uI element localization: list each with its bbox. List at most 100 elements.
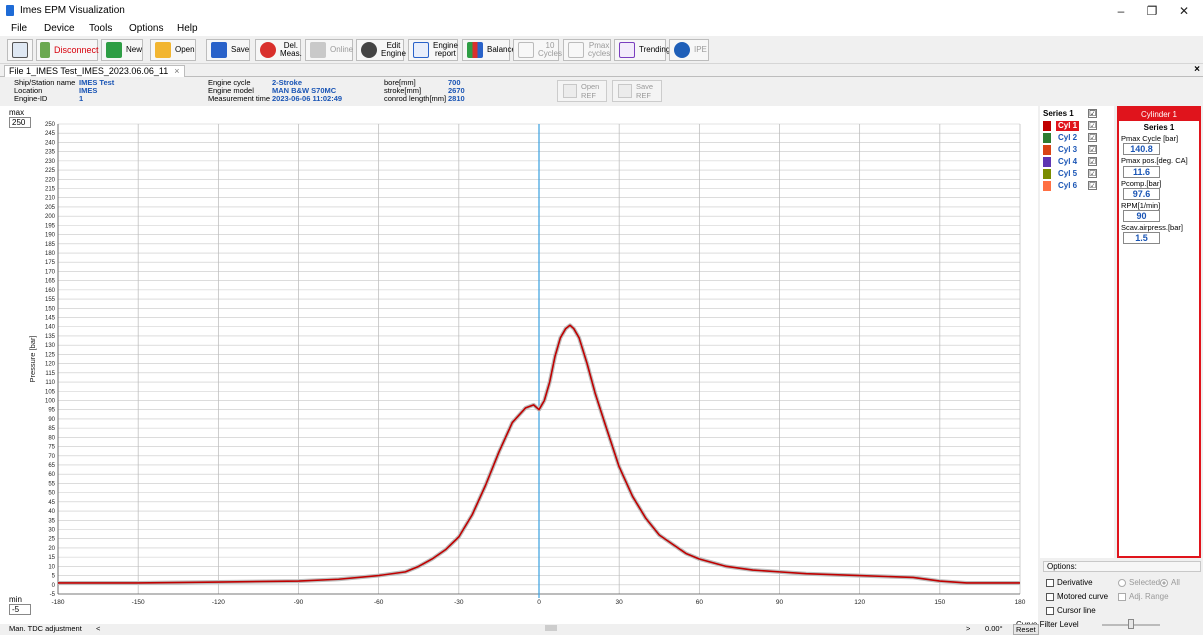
scav-label: Scav.airpress.[bar] [1121, 223, 1183, 232]
tdc-degree: 0.00° [985, 624, 1003, 633]
series-item[interactable]: Cyl 3 ☑ [1040, 145, 1114, 155]
series-item-checkbox[interactable]: ☑ [1088, 169, 1097, 178]
scroll-right-arrow[interactable]: > [966, 624, 971, 633]
y-tick-label: 80 [48, 435, 55, 441]
y-tick-label: 205 [45, 205, 56, 211]
open-button[interactable]: Open [150, 39, 196, 61]
series-name[interactable]: Cyl 4 [1058, 157, 1078, 166]
series-item[interactable]: Cyl 5 ☑ [1040, 169, 1114, 179]
adj-range-checkbox[interactable] [1118, 592, 1126, 601]
x-tick-label: 120 [854, 599, 865, 606]
close-button[interactable]: ✕ [1178, 4, 1190, 18]
y-tick-label: 25 [48, 537, 55, 543]
y-tick-label: 50 [48, 491, 55, 497]
folder-icon [155, 42, 171, 58]
series-item-checkbox[interactable]: ☑ [1088, 145, 1097, 154]
save-ref-button[interactable]: Save REF [612, 80, 662, 102]
series-item[interactable]: Cyl 1 ☑ [1040, 121, 1114, 131]
y-tick-label: 65 [48, 463, 55, 469]
y-tick-label: 250 [45, 122, 56, 128]
tab-close-icon[interactable]: × [174, 66, 180, 76]
selected-option[interactable]: Selected [1118, 578, 1160, 587]
series-name[interactable]: Cyl 5 [1058, 169, 1078, 178]
tdc-scrollbar-thumb[interactable] [545, 625, 557, 631]
scav-value: 1.5 [1123, 232, 1160, 244]
y-tick-label: 195 [45, 223, 56, 229]
disconnect-button[interactable]: Disconnect [36, 39, 99, 61]
rpm-value: 90 [1123, 210, 1160, 222]
online-button[interactable]: Online [305, 39, 353, 61]
series-item-checkbox[interactable]: ☑ [1088, 157, 1097, 166]
reset-button[interactable]: Reset [1013, 624, 1039, 635]
series-checkbox[interactable]: ☑ [1088, 109, 1097, 118]
all-option[interactable]: All [1160, 578, 1180, 587]
file-tab[interactable]: File 1_IMES Test_IMES_2023.06.06_11 × [4, 65, 185, 77]
geometry-values: 700 2670 2810 [448, 78, 465, 103]
edit-engine-button[interactable]: Edit Engine [356, 39, 406, 61]
menu-options[interactable]: Options [129, 23, 164, 34]
filter-slider-handle[interactable] [1128, 619, 1134, 629]
series-name[interactable]: Cyl 3 [1058, 145, 1078, 154]
delete-measurement-button[interactable]: Del. Meas. [255, 39, 302, 61]
series-item[interactable]: Cyl 4 ☑ [1040, 157, 1114, 167]
max-input[interactable]: 250 [9, 117, 31, 128]
tdc-adjust-bar: Man. TDC adjustment < > 0.00° Reset [0, 624, 1040, 635]
y-tick-label: 75 [48, 445, 55, 451]
trending-button[interactable]: Trending [614, 39, 670, 61]
report-icon [413, 42, 429, 58]
balance-button[interactable]: Balance [462, 39, 516, 61]
title-bar: Imes EPM Visualization – ❐ ✕ [0, 0, 1203, 22]
y-tick-label: 130 [45, 343, 56, 349]
adj-range-option[interactable]: Adj. Range [1118, 592, 1169, 601]
ten-cycles-button[interactable]: 10 Cycles [513, 39, 562, 61]
open-ref-button[interactable]: Open REF [557, 80, 607, 102]
menu-tools[interactable]: Tools [89, 23, 113, 34]
y-tick-label: 90 [48, 417, 55, 423]
engine-report-button[interactable]: Engine report [408, 39, 458, 61]
cylinder-series: Series 1 [1143, 123, 1175, 132]
series-item-checkbox[interactable]: ☑ [1088, 121, 1097, 130]
pcomp-value: 97.6 [1123, 188, 1160, 200]
min-input[interactable]: -5 [9, 604, 31, 615]
pmax-label: Pmax Cycle [bar] [1121, 134, 1179, 143]
all-radio[interactable] [1160, 578, 1168, 587]
y-tick-label: 230 [45, 159, 56, 165]
x-tick-label: -120 [212, 599, 225, 606]
cursor-option[interactable]: Cursor line [1046, 606, 1096, 615]
engine-info-labels: Engine cycle Engine model Measurement ti… [208, 78, 271, 103]
motored-option[interactable]: Motored curve [1046, 592, 1108, 601]
cursor-checkbox[interactable] [1046, 606, 1054, 615]
menu-help[interactable]: Help [177, 23, 198, 34]
pmax-cycles-button[interactable]: Pmax cycles [563, 39, 611, 61]
new-button[interactable]: New [101, 39, 143, 61]
pressure-plot[interactable]: max 250 min -5 -5 0 5 10 15 20 25 30 35 40 45 50 55 6… [0, 106, 1038, 624]
scroll-left-arrow[interactable]: < [96, 624, 101, 633]
series-item-checkbox[interactable]: ☑ [1088, 181, 1097, 190]
menu-device[interactable]: Device [44, 23, 75, 34]
menu-file[interactable]: File [11, 23, 28, 34]
maximize-button[interactable]: ❐ [1146, 4, 1158, 18]
selected-radio[interactable] [1118, 578, 1126, 587]
series-name[interactable]: Cyl 6 [1058, 181, 1078, 190]
save-button[interactable]: Save [206, 39, 250, 61]
y-tick-label: 20 [48, 546, 55, 552]
y-tick-label: 45 [48, 500, 55, 506]
y-tick-label: 175 [45, 260, 56, 266]
ipe-button[interactable]: IPE [669, 39, 709, 61]
pmax-icon [568, 42, 584, 58]
series-item-checkbox[interactable]: ☑ [1088, 133, 1097, 142]
y-tick-label: 100 [45, 398, 56, 404]
device-button[interactable] [7, 39, 33, 61]
series-item[interactable]: Cyl 2 ☑ [1040, 133, 1114, 143]
derivative-checkbox[interactable] [1046, 578, 1054, 587]
x-tick-label: 60 [696, 599, 704, 606]
series-item[interactable]: Cyl 6 ☑ [1040, 181, 1114, 191]
panel-close-icon[interactable]: × [1194, 64, 1200, 75]
series-name[interactable]: Cyl 2 [1058, 133, 1078, 142]
y-tick-label: 225 [45, 168, 56, 174]
ship-values: IMES Test IMES 1 [79, 78, 115, 103]
motored-checkbox[interactable] [1046, 592, 1054, 601]
minimize-button[interactable]: – [1117, 4, 1125, 18]
series-name[interactable]: Cyl 1 [1056, 121, 1080, 131]
derivative-option[interactable]: Derivative [1046, 578, 1093, 587]
